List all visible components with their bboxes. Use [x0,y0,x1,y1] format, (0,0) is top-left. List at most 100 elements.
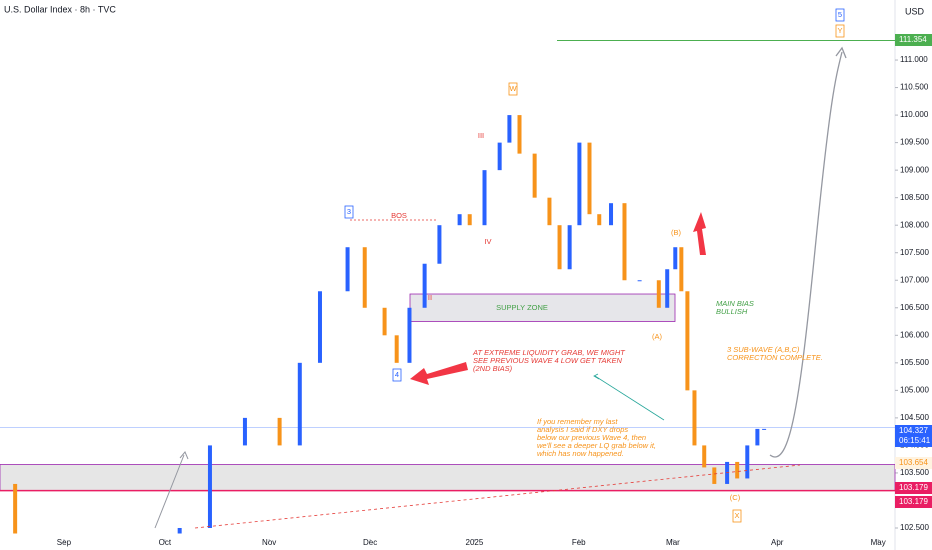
annotation: CORRECTION COMPLETE. [727,353,823,362]
candle [242,417,247,446]
green-arrow-head [593,373,600,380]
candle [345,247,350,292]
price-label: 104.327 [899,426,928,435]
supply-zone-label: SUPPLY ZONE [496,303,548,312]
price-label-box [895,496,932,508]
candle [755,428,760,446]
label-box [344,205,354,219]
x-tick-label: Mar [666,538,680,547]
y-tick-label: 109.500 [900,138,929,147]
supply-zone [409,293,676,322]
annotation: (2ND BIAS) [473,364,513,373]
annotation: (C) [730,493,741,502]
red-arrow [410,362,468,385]
candle [656,280,661,308]
x-tick-label: Oct [159,538,172,547]
price-label-box [895,34,932,46]
annotation: analysis I said if DXY drops [537,425,628,434]
y-tick-label: 110.000 [900,110,929,119]
candle [685,291,690,391]
y-tick-label: 107.000 [900,275,929,284]
red-arrow [693,212,706,255]
candle [497,142,502,171]
y-tick-label: 108.500 [900,193,929,202]
gray-arrow [154,451,189,529]
trend-line [194,464,801,529]
candle [422,263,427,308]
x-tick-label: May [871,538,886,547]
annotation: we'll see a deeper LQ grab below it, [537,441,656,450]
candle [679,247,684,292]
candle [547,197,552,226]
candle [517,115,522,154]
y-tick-label: 108.000 [900,220,929,229]
annotation: BULLISH [716,307,748,316]
projection-arrow [769,51,843,458]
liquidity-zone [0,464,896,492]
candle [762,428,767,430]
annotation: If you remember my last [537,417,618,426]
candle [277,417,282,446]
x-tick-label: Nov [262,538,276,547]
annotation: 3 [347,207,351,216]
chart-title: U.S. Dollar Index · 8h · TVC [4,4,116,14]
candle [557,225,562,270]
candle [382,307,387,336]
candle [297,362,302,446]
annotation: III [478,131,484,140]
candle [407,307,412,363]
candle [637,280,642,282]
annotation: 5 [838,10,842,19]
candle [587,142,592,215]
candle [177,527,182,534]
candle [692,390,697,446]
candle [597,214,602,226]
candle [577,142,582,226]
annotation: IV [484,237,491,246]
label-box [835,24,845,38]
y-tick-label: 104.500 [900,413,929,422]
price-label-box [895,482,932,494]
price-label: 103.179 [899,497,928,506]
label-box [508,82,518,96]
y-tick-label: 107.500 [900,248,929,257]
candle [437,225,442,264]
y-tick-label: 105.000 [900,385,929,394]
candle [712,467,717,484]
price-label: 111.354 [899,35,927,44]
x-tick-label: Feb [572,538,586,547]
candle [567,225,572,270]
annotation: SEE PREVIOUS WAVE 4 LOW GET TAKEN [473,356,623,365]
candle [482,170,487,226]
price-label: 103.654 [899,458,928,467]
label-box [835,8,845,22]
annotation: 3 SUB-WAVE (A,B,C) [727,345,800,354]
price-label: 103.179 [899,483,928,492]
candle [702,445,707,468]
annotation: X [734,511,739,520]
y-tick-label: 102.500 [900,523,929,532]
x-tick-label: 2025 [466,538,484,547]
price-label-box [895,425,932,447]
candle [362,247,367,308]
currency-label: USD [905,6,925,16]
candle [13,483,18,534]
label-box [732,509,742,523]
y-tick-label: 103.500 [900,468,929,477]
annotation: (A) [652,332,663,341]
x-tick-label: Dec [363,538,377,547]
y-tick-label: 106.000 [900,330,929,339]
candle [457,214,462,226]
x-tick-label: Sep [57,538,72,547]
annotation: below our previous Wave 4, then [537,433,646,442]
y-tick-label: 106.500 [900,303,929,312]
annotation: 4 [395,370,399,379]
candle [467,214,472,226]
price-label-box [895,457,932,469]
annotation: II [428,293,432,302]
annotation: (B) [671,228,682,237]
candle [735,461,740,479]
projection-arrow-head [835,46,847,59]
